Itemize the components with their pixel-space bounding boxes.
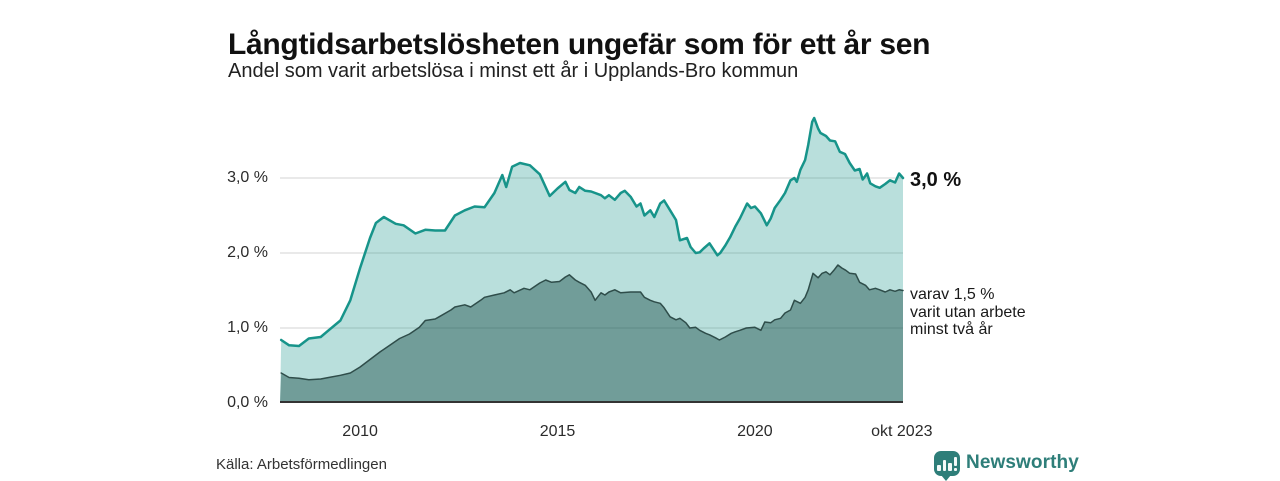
logo-bar-icon bbox=[942, 459, 946, 471]
secondary-series-annotation: varav 1,5 % varit utan arbete minst två … bbox=[910, 286, 1026, 339]
latest-value-annotation: 3,0 % bbox=[910, 169, 962, 191]
series-area-1 bbox=[280, 265, 903, 403]
x-axis: 2010 2015 2020 okt 2023 bbox=[280, 422, 932, 444]
logo-bar-icon bbox=[937, 464, 941, 471]
series-line-0 bbox=[279, 116, 905, 348]
y-tick-label: 0,0 % bbox=[227, 394, 268, 411]
x-tick-label: 2020 bbox=[737, 423, 773, 440]
source-credit: Källa: Arbetsförmedlingen bbox=[216, 456, 387, 473]
secondary-annotation-line3: minst två år bbox=[910, 321, 993, 338]
logo-bar-icon bbox=[948, 462, 952, 471]
secondary-annotation-line1: varav 1,5 % bbox=[910, 286, 995, 303]
newsworthy-wordmark: Newsworthy bbox=[966, 452, 1079, 473]
y-tick-label: 1,0 % bbox=[227, 319, 268, 336]
newsworthy-logo-icon bbox=[934, 450, 960, 481]
newsworthy-logo: Newsworthy bbox=[934, 448, 1079, 481]
series-line-1 bbox=[280, 264, 904, 381]
chart-title: Långtidsarbetslösheten ungefär som för e… bbox=[228, 28, 931, 62]
x-tick-label: 2010 bbox=[342, 423, 378, 440]
series-area-0 bbox=[280, 118, 903, 403]
plot-area bbox=[279, 116, 905, 403]
chart-subtitle: Andel som varit arbetslösa i minst ett å… bbox=[228, 60, 799, 82]
y-tick-label: 3,0 % bbox=[227, 169, 268, 186]
secondary-annotation-line2: varit utan arbete bbox=[910, 303, 1026, 321]
x-tick-label: 2015 bbox=[539, 423, 576, 440]
logo-exclamation-icon bbox=[953, 457, 957, 471]
y-tick-label: 2,0 % bbox=[227, 244, 268, 261]
x-tick-label: okt 2023 bbox=[871, 423, 933, 440]
y-axis: 0,0 % 1,0 % 2,0 % 3,0 % bbox=[0, 100, 268, 411]
